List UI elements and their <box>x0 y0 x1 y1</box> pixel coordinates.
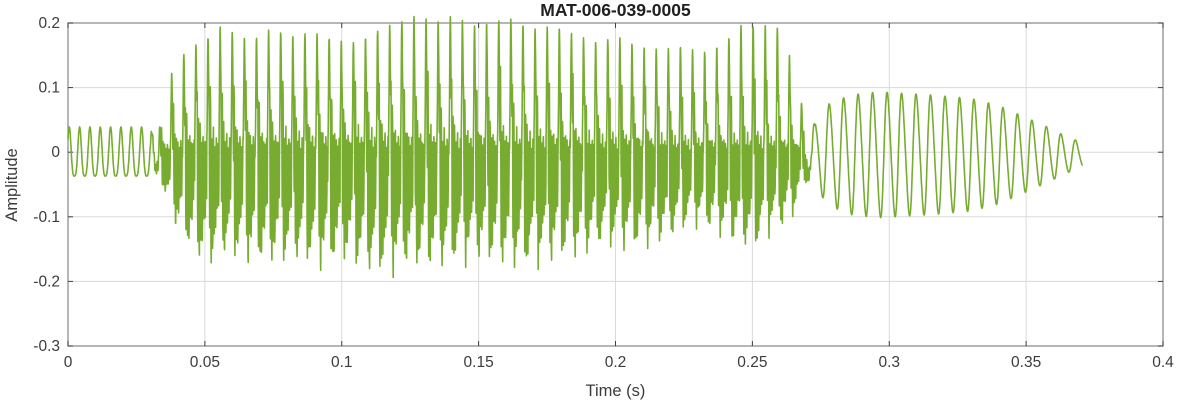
y-tick-label: 0 <box>51 144 60 161</box>
waveform-path <box>67 15 1083 279</box>
x-tick-label: 0 <box>64 354 73 371</box>
y-tick-label: -0.2 <box>33 273 60 290</box>
x-tick-label: 0.3 <box>878 354 900 371</box>
x-tick-label: 0.35 <box>1011 354 1041 371</box>
y-tick-label: 0.1 <box>38 80 60 97</box>
y-axis-label: Amplitude <box>3 148 21 222</box>
y-tick-label: -0.1 <box>33 209 60 226</box>
chart-title: MAT-006-039-0005 <box>540 0 691 20</box>
x-tick-label: 0.15 <box>464 354 494 371</box>
x-tick-label: 0.05 <box>190 354 220 371</box>
y-tick-label: 0.2 <box>38 15 60 32</box>
y-tick-label: -0.3 <box>33 338 60 355</box>
x-tick-label: 0.25 <box>737 354 767 371</box>
x-tick-label: 0.2 <box>605 354 627 371</box>
x-tick-label: 0.1 <box>331 354 353 371</box>
x-axis-label: Time (s) <box>585 382 646 400</box>
x-tick-label: 0.4 <box>1152 354 1174 371</box>
